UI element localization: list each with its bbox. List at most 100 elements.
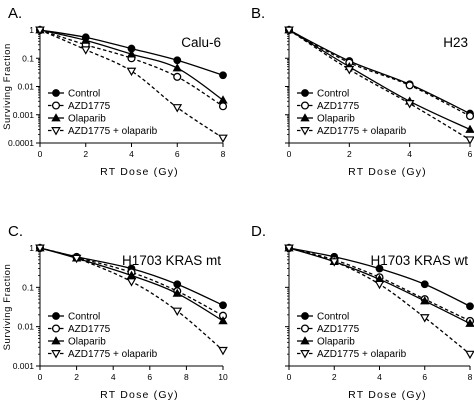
y-axis-label: Surviving Fraction [2, 264, 13, 351]
series-line [288, 29, 471, 115]
panel-title: H23 [443, 35, 468, 50]
y-tick-label: 0.0001 [8, 138, 34, 148]
data-point [172, 104, 183, 113]
x-tick-label: 4 [407, 149, 412, 159]
legend-label: AZD1775 [68, 324, 111, 335]
legend-label: Olaparib [68, 337, 106, 348]
panel-letter: B. [251, 5, 265, 22]
legend-marker [51, 113, 61, 122]
legend-marker [52, 89, 60, 97]
x-tick-label: 4 [111, 372, 116, 382]
data-point [126, 67, 137, 77]
x-tick-label: 0 [287, 149, 292, 159]
x-tick-label: 6 [147, 372, 152, 382]
x-tick-label: 0 [287, 372, 292, 382]
data-point [71, 254, 82, 264]
legend-label: Control [317, 89, 349, 100]
data-point [218, 102, 228, 111]
panel-letter: C. [8, 223, 23, 240]
legend-marker [300, 336, 310, 345]
legend-label: Control [317, 312, 349, 323]
legend-marker [300, 101, 310, 110]
legend-marker [300, 324, 310, 333]
legend-label: AZD1775 [68, 101, 111, 112]
x-tick-label: 2 [83, 149, 88, 159]
data-point [465, 318, 474, 327]
panel-title: H1703 KRAS wt [370, 253, 468, 268]
series-line [288, 29, 471, 131]
y-tick-label: 0.001 [13, 361, 35, 371]
data-point [374, 280, 385, 290]
data-point [173, 56, 182, 65]
y-axis-label: Surviving Fraction [2, 43, 13, 130]
y-tick-label: 0.001 [13, 110, 35, 120]
data-point [81, 35, 91, 44]
data-point [404, 100, 415, 109]
legend-marker [300, 113, 310, 122]
legend-label: AZD1775 + olaparib [68, 126, 158, 137]
data-point [173, 280, 182, 289]
legend-label: Control [68, 312, 100, 323]
y-tick-label: 1 [29, 25, 34, 35]
x-tick-label: 8 [468, 372, 473, 382]
data-point [419, 314, 430, 323]
x-tick-label: 8 [221, 149, 226, 159]
legend-marker [300, 350, 310, 359]
data-point [218, 346, 228, 356]
legend-label: AZD1775 + olaparib [317, 349, 407, 360]
legend-label: AZD1775 + olaparib [68, 349, 158, 360]
data-point [218, 95, 228, 104]
series-line [288, 29, 471, 141]
x-tick-label: 8 [184, 372, 189, 382]
x-tick-label: 6 [468, 149, 473, 159]
x-axis-label: RT Dose (Gy) [348, 389, 427, 401]
x-tick-label: 2 [347, 149, 352, 159]
chart-panel-1: A. 1 0.1 0.01 0.001 0.0001 0 2 4 6 8 RT Dose (Gy) Su… [2, 5, 228, 178]
panel-letter: D. [251, 223, 266, 240]
y-tick-label: 0.1 [22, 282, 34, 292]
legend-marker [51, 127, 61, 136]
data-point [35, 244, 45, 254]
data-point [218, 316, 228, 325]
data-point [172, 307, 183, 317]
data-point [218, 134, 228, 144]
x-axis-label: RT Dose (Gy) [100, 166, 179, 178]
legend-marker [51, 350, 61, 359]
data-point [219, 301, 227, 310]
data-point [420, 280, 429, 289]
data-point [173, 72, 182, 81]
legend-marker [52, 312, 60, 320]
legend-marker [51, 101, 61, 110]
legend-label: AZD1775 [317, 101, 360, 112]
data-point [219, 71, 227, 80]
data-point [344, 66, 355, 75]
legend-marker [300, 127, 310, 136]
legend-label: Olaparib [317, 114, 355, 125]
x-tick-label: 6 [422, 372, 427, 382]
x-tick-label: 0 [38, 372, 43, 382]
data-point [420, 296, 430, 305]
data-point [465, 350, 474, 360]
legend-label: Olaparib [317, 337, 355, 348]
legend-marker [51, 336, 61, 345]
x-axis-label: RT Dose (Gy) [348, 166, 427, 178]
x-tick-label: 6 [175, 149, 180, 159]
chart-panel-4: D.0 2 4 6 8RT Dose (Gy)H1703 KRAS wtControlA… [251, 223, 474, 401]
x-tick-label: 4 [129, 149, 134, 159]
legend-marker [301, 312, 309, 320]
y-tick-label: 1 [29, 243, 34, 253]
y-tick-label: 0.1 [22, 53, 34, 63]
x-tick-label: 0 [38, 149, 43, 159]
panel-title: Calu-6 [181, 35, 221, 50]
data-point [80, 46, 91, 55]
panel-title: H1703 KRAS mt [122, 253, 221, 268]
series-line [39, 29, 224, 139]
legend-label: AZD1775 [317, 324, 360, 335]
x-tick-label: 4 [377, 372, 382, 382]
series-line [288, 29, 471, 117]
series-line [288, 247, 471, 322]
data-point [375, 264, 384, 273]
legend-label: AZD1775 + olaparib [317, 126, 407, 137]
